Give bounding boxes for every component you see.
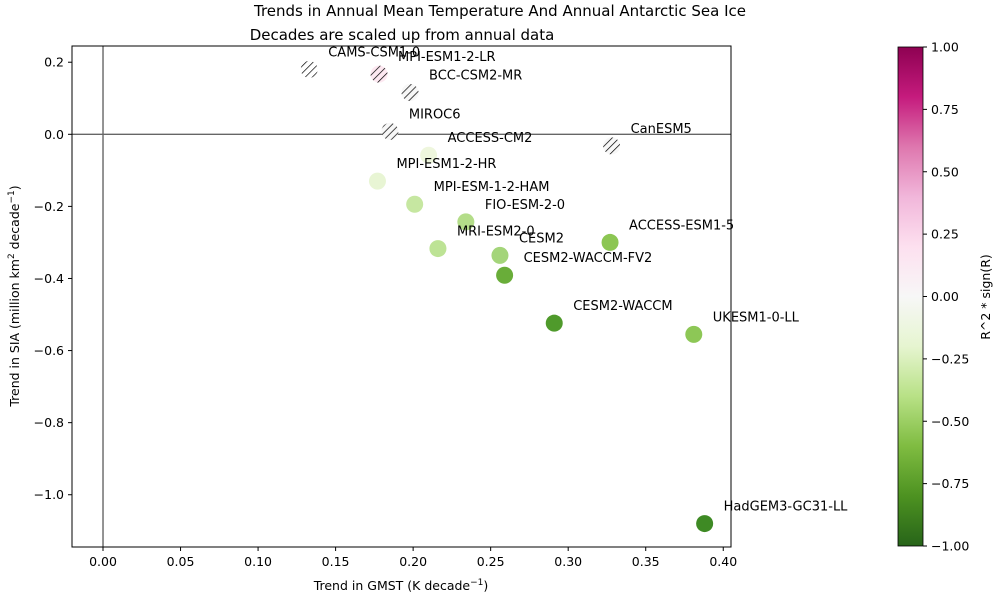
colorbar [897, 46, 924, 547]
x-tick-label: 0.10 [244, 554, 272, 569]
y-axis-ticks: 0.2 0.0 −0.2 −0.4 −0.6 −0.8 −1.0 [34, 55, 72, 502]
data-point-hatch [300, 60, 318, 78]
colorbar-tick-label: −0.75 [931, 476, 969, 491]
data-point [545, 314, 563, 332]
point-label: CanESM5 [631, 122, 692, 137]
point-label: CAMS-CSM1-0 [328, 45, 420, 60]
y-tick-label: 0.2 [44, 55, 64, 70]
data-point [685, 325, 703, 343]
reference-lines [72, 46, 731, 547]
chart-title: Trends in Annual Mean Temperature And An… [253, 2, 746, 20]
y-tick-label: −1.0 [34, 487, 64, 502]
y-tick-label: −0.6 [34, 343, 64, 358]
colorbar-ticks: 1.00 0.75 0.50 0.25 0.00 −0.25 −0.50 −0.75 −1.00 [923, 40, 969, 554]
data-point-hatch [370, 65, 388, 83]
data-point [457, 213, 475, 231]
x-tick-label: 0.20 [399, 554, 427, 569]
point-label: MPI-ESM1-2-HR [396, 157, 496, 172]
point-label: CESM2-WACCM [573, 299, 672, 314]
plot-frame [71, 45, 732, 548]
point-label: MIROC6 [409, 107, 461, 122]
point-label: HadGEM3-GC31-LL [724, 500, 849, 515]
x-tick-label: 0.35 [632, 554, 660, 569]
colorbar-tick-label: 0.75 [931, 102, 959, 117]
data-point [496, 266, 514, 284]
point-label: CESM2-WACCM-FV2 [524, 251, 653, 266]
y-axis-label: Trend in SIA (million km2 decade−1) [7, 185, 22, 407]
x-tick-label: 0.30 [554, 554, 582, 569]
data-point [696, 515, 714, 533]
colorbar-tick-label: 1.00 [931, 40, 959, 55]
point-label: ACCESS-CM2 [448, 131, 533, 146]
point-label: ACCESS-ESM1-5 [629, 218, 734, 233]
data-points [300, 60, 714, 533]
point-label: MPI-ESM-1-2-HAM [434, 180, 550, 195]
colorbar-tick-label: 0.50 [931, 164, 959, 179]
data-point-hatch [603, 137, 621, 155]
x-tick-label: 0.00 [89, 554, 117, 569]
y-tick-label: −0.2 [34, 199, 64, 214]
y-tick-label: 0.0 [44, 127, 64, 142]
y-tick-label: −0.8 [34, 415, 64, 430]
data-point [429, 240, 447, 258]
colorbar-tick-label: 0.25 [931, 227, 959, 242]
chart-subtitle: Decades are scaled up from annual data [250, 26, 555, 44]
point-label: BCC-CSM2-MR [429, 68, 522, 83]
data-point-hatch [381, 122, 399, 140]
point-label: MPI-ESM1-2-LR [398, 50, 495, 65]
point-label: FIO-ESM-2-0 [485, 198, 565, 213]
x-tick-label: 0.15 [322, 554, 350, 569]
data-point [368, 172, 386, 190]
colorbar-tick-label: −1.00 [931, 539, 969, 554]
data-point [406, 195, 424, 213]
x-tick-label: 0.05 [167, 554, 195, 569]
colorbar-tick-label: −0.50 [931, 414, 969, 429]
x-tick-label: 0.25 [477, 554, 505, 569]
data-point-hatch [401, 83, 419, 101]
colorbar-tick-label: −0.25 [931, 351, 969, 366]
x-tick-label: 0.40 [709, 554, 737, 569]
x-axis-label: Trend in GMST (K decade−1) [313, 578, 489, 593]
x-axis-ticks: 0.00 0.05 0.10 0.15 0.20 0.25 0.30 0.35 0.40 [89, 547, 737, 569]
data-point [601, 233, 619, 251]
point-label: MRI-ESM2-0 [457, 225, 535, 240]
data-point [491, 246, 509, 264]
colorbar-label: R^2 * sign(R) [978, 254, 993, 340]
point-label: UKESM1-0-LL [713, 310, 800, 325]
y-tick-label: −0.4 [34, 271, 64, 286]
colorbar-tick-label: 0.00 [931, 289, 959, 304]
data-point [420, 146, 438, 164]
point-label: CESM2 [519, 231, 564, 246]
